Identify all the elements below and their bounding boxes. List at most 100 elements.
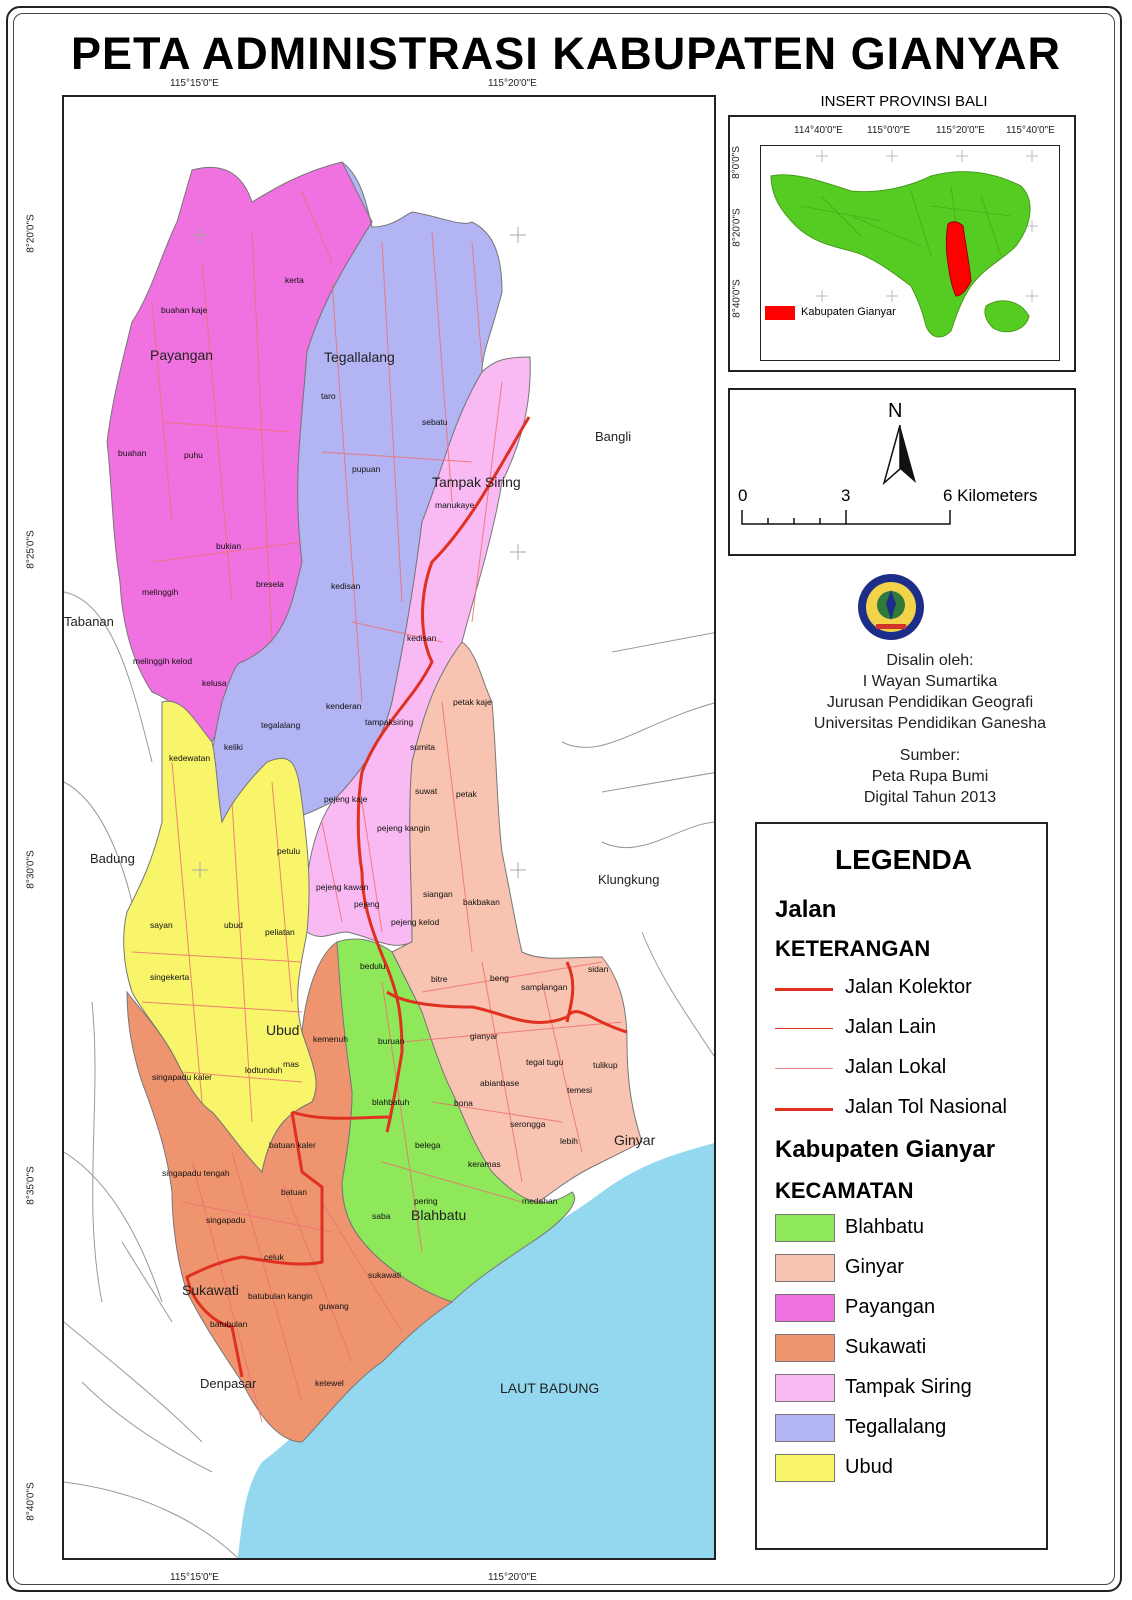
desa-label: kenderan	[326, 701, 362, 711]
scale-zero: 0	[738, 486, 748, 505]
inner-border	[13, 13, 1115, 1585]
scale-mid: 3	[841, 486, 851, 505]
desa-label: ubud	[224, 920, 243, 930]
legend-keterangan-heading: KETERANGAN	[775, 936, 931, 961]
bottom-tick-2: 115°20'0"E	[488, 1572, 537, 1583]
desa-label: buahan kaje	[161, 305, 208, 315]
top-tick-1: 115°15'0"E	[170, 78, 219, 89]
desa-label: sidan	[588, 964, 609, 974]
credit-line: Universitas Pendidikan Ganesha	[813, 715, 1047, 732]
road-symbol-tol	[775, 1108, 833, 1111]
label-badung: Badung	[90, 851, 135, 866]
desa-label: medahan	[522, 1196, 558, 1206]
desa-label: temesi	[567, 1085, 593, 1095]
desa-label: batubulan kangin	[248, 1291, 313, 1301]
credits-sumber: Sumber: Peta Rupa Bumi Digital Tahun 201…	[740, 745, 1120, 808]
desa-label: bukian	[216, 541, 242, 551]
desa-label: belega	[415, 1140, 441, 1150]
desa-label: keramas	[468, 1159, 501, 1169]
desa-label: abianbase	[480, 1078, 520, 1088]
desa-label: buruan	[378, 1036, 405, 1046]
desa-label: saba	[372, 1211, 391, 1221]
desa-label: sukawati	[368, 1270, 402, 1280]
desa-label: batubulan	[210, 1319, 248, 1329]
desa-label: siangan	[423, 889, 453, 899]
desa-label: celuk	[264, 1252, 284, 1262]
legend-kecamatan-label: Blahbatu	[845, 1216, 924, 1238]
left-tick-2: 8°25'0"S	[25, 530, 37, 569]
insert-top-tick: 114°40'0"E	[794, 125, 843, 136]
desa-label: sayan	[150, 920, 173, 930]
swatch-tampak-siring	[775, 1374, 835, 1402]
legend-kecamatan-label: Tampak Siring	[845, 1376, 972, 1398]
desa-label: petulu	[277, 846, 301, 856]
desa-label: bakbakan	[463, 897, 500, 907]
road-symbol-kolektor	[775, 988, 833, 991]
legend-jalan-heading: Jalan	[775, 896, 837, 923]
desa-label: taro	[321, 391, 336, 401]
left-tick-5: 8°40'0"S	[25, 1482, 37, 1521]
road-symbol-lain	[775, 1028, 833, 1029]
insert-top-tick: 115°20'0"E	[936, 125, 985, 136]
desa-label: pejeng kelod	[391, 917, 440, 927]
label-ginyar: Ginyar	[614, 1132, 656, 1148]
desa-label: petak kaje	[453, 697, 492, 707]
main-map: Payangan Tegallalang Tampak Siring Ubud …	[62, 95, 716, 1560]
legend-kecamatan-label: Ubud	[845, 1456, 893, 1478]
desa-label: pering	[414, 1196, 438, 1206]
label-tegallalang: Tegallalang	[324, 349, 395, 365]
insert-title: INSERT PROVINSI BALI	[820, 93, 988, 110]
desa-label: bona	[454, 1098, 473, 1108]
label-payangan: Payangan	[150, 347, 214, 363]
region-tampaksiring	[305, 356, 531, 946]
label-blahbatu: Blahbatu	[411, 1207, 467, 1223]
desa-label: melinggih	[142, 587, 179, 597]
desa-label: pejeng	[354, 899, 380, 909]
gianyar-highlight	[945, 221, 972, 297]
local-roads	[131, 191, 623, 1423]
desa-label: kedisan	[407, 633, 437, 643]
desa-label: mas	[283, 1059, 300, 1069]
bottom-tick-1: 115°15'0"E	[170, 1572, 219, 1583]
desa-label: samplangan	[521, 982, 568, 992]
desa-label: gianyar	[470, 1031, 498, 1041]
desa-label: kelusa	[202, 678, 227, 688]
desa-label: singapadu kaler	[152, 1072, 213, 1082]
map-svg	[64, 161, 714, 1558]
insert-top-tick: 115°0'0"E	[867, 125, 911, 136]
north-arrow-icon	[882, 425, 916, 485]
legend-title: LEGENDA	[835, 844, 972, 875]
desa-label: kedewatan	[169, 753, 211, 763]
desa-label: kerta	[285, 275, 304, 285]
insert-legend-swatch	[765, 306, 795, 320]
desa-label: batuan	[281, 1187, 307, 1197]
label-tabanan: Tabanan	[64, 614, 114, 629]
university-logo-icon	[858, 574, 924, 640]
desa-label: singapadu	[206, 1215, 246, 1225]
desa-label: pejeng kaje	[324, 794, 368, 804]
desa-label: bedulu	[360, 961, 386, 971]
swatch-blahbatu	[775, 1214, 835, 1242]
desa-label: pejeng kangin	[377, 823, 430, 833]
legend-road-label: Jalan Lokal	[845, 1056, 947, 1078]
legend-kecamatan-label: Sukawati	[845, 1336, 927, 1358]
swatch-tegallalang	[775, 1414, 835, 1442]
insert-left-tick: 8°40'0"S	[731, 279, 743, 318]
desa-label: bitre	[431, 974, 448, 984]
desa-label: serongga	[510, 1119, 546, 1129]
desa-label: tegal tugu	[526, 1057, 564, 1067]
source-line: Digital Tahun 2013	[863, 789, 997, 806]
bali-island	[770, 171, 1031, 338]
legend-kecamatan-heading: KECAMATAN	[775, 1178, 914, 1203]
left-tick-3: 8°30'0"S	[25, 850, 37, 889]
neighbor-boundaries	[64, 591, 714, 1558]
label-tampak-siring: Tampak Siring	[432, 474, 521, 490]
desa-label: melinggih kelod	[133, 656, 193, 666]
desa-label: batuan kaler	[269, 1140, 316, 1150]
map-title: PETA ADMINISTRASI KABUPATEN GIANYAR	[70, 28, 1062, 79]
desa-label: sumita	[410, 742, 436, 752]
desa-label: keliki	[224, 742, 243, 752]
insert-map-frame: Kabupaten Gianyar	[760, 145, 1060, 361]
insert-top-tick: 115°40'0"E	[1006, 125, 1055, 136]
desa-label: peliatan	[265, 927, 295, 937]
